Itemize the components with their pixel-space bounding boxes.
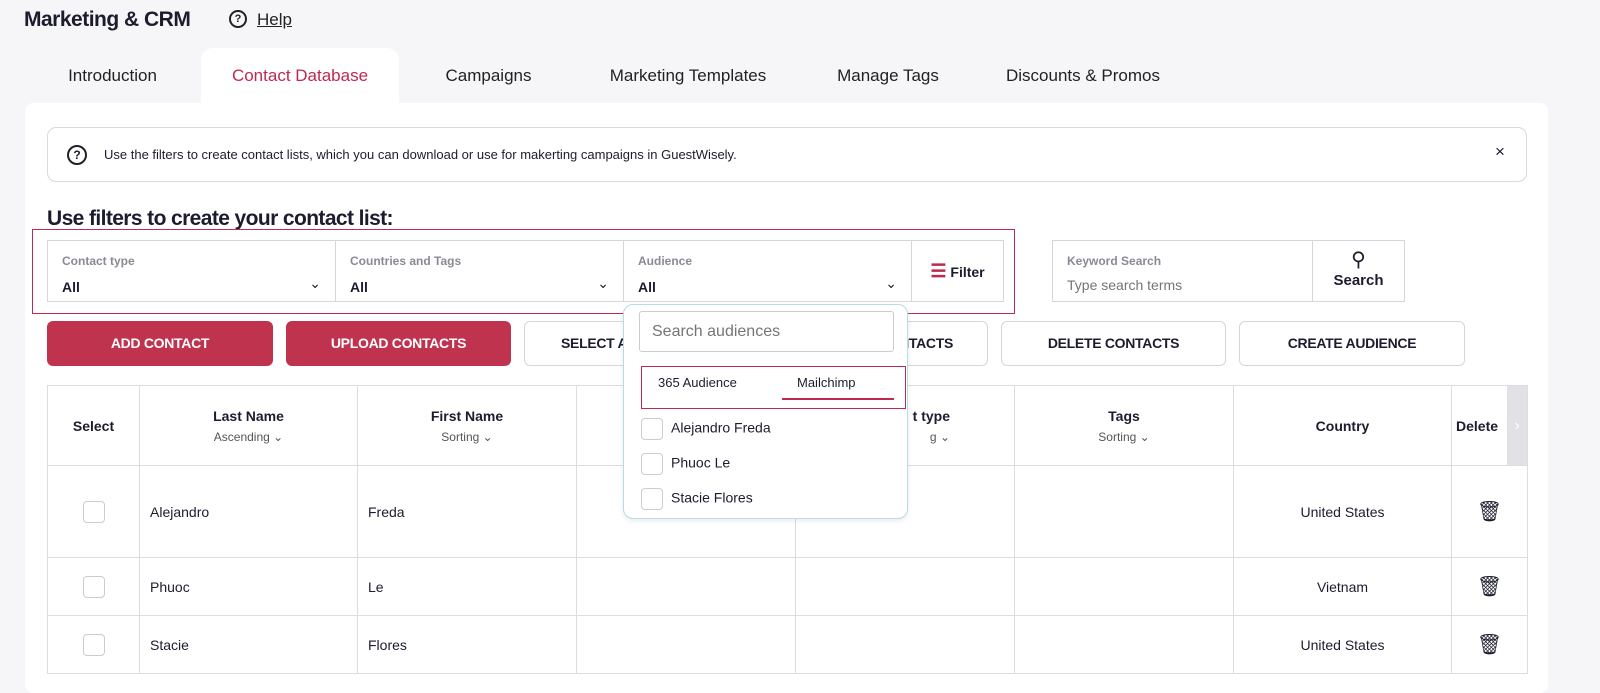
country-cell: Vietnam <box>1233 557 1452 616</box>
audience-option[interactable]: Phuoc Le <box>641 453 730 475</box>
row-checkbox[interactable] <box>82 500 105 523</box>
col-label: First Name <box>430 407 504 424</box>
chevron-down-icon: ⌄ <box>309 275 321 291</box>
close-icon[interactable]: × <box>1495 142 1505 161</box>
contact-type-select[interactable]: Contact type All ⌄ <box>47 240 336 302</box>
audience-dropdown: 365 Audience Mailchimp Alejandro Freda P… <box>623 304 908 519</box>
col-tags[interactable]: Tags Sorting ⌄ <box>1014 385 1234 466</box>
sort-label: Sorting <box>441 429 480 444</box>
trash-icon[interactable]: 🗑 <box>1476 634 1503 656</box>
row-checkbox[interactable] <box>82 633 105 656</box>
audience-value: All <box>638 279 656 295</box>
option-checkbox[interactable] <box>641 488 663 510</box>
table-scroll-right[interactable]: › <box>1507 386 1527 465</box>
add-contact-button[interactable]: ADD CONTACT <box>47 321 273 366</box>
last-name-cell: Stacie <box>139 615 358 674</box>
sort-dropdown[interactable]: Ascending ⌄ <box>213 429 284 444</box>
trash-icon[interactable]: 🗑 <box>1476 576 1503 598</box>
last-name-cell: Phuoc <box>139 557 358 616</box>
search-label: Search <box>1333 272 1384 289</box>
countries-tags-label: Countries and Tags <box>350 254 462 268</box>
col-label: t type <box>912 407 950 424</box>
keyword-input[interactable] <box>1067 277 1297 293</box>
tab-manage-tags[interactable]: Manage Tags <box>837 66 939 85</box>
help-link[interactable]: Help <box>257 10 292 29</box>
option-label: Stacie Flores <box>671 489 753 506</box>
filter-button[interactable]: ☰ Filter <box>911 240 1004 302</box>
contact-type-label: Contact type <box>62 254 135 268</box>
tab-discounts-promos[interactable]: Discounts & Promos <box>1006 66 1160 85</box>
filter-label: Filter <box>950 264 985 280</box>
col-label: Tags <box>1108 407 1140 424</box>
option-checkbox[interactable] <box>641 453 663 475</box>
keyword-label: Keyword Search <box>1067 254 1162 268</box>
info-text: Use the filters to create contact lists,… <box>104 147 737 162</box>
table-row: Stacie Flores United States 🗑 <box>47 615 1528 674</box>
filters-highlight <box>32 229 1015 314</box>
sort-dropdown[interactable]: Sorting ⌄ <box>441 429 493 444</box>
audience-option[interactable]: Alejandro Freda <box>641 418 771 440</box>
upload-contacts-button[interactable]: UPLOAD CONTACTS <box>286 321 511 366</box>
active-tab-indicator <box>782 398 894 400</box>
help-icon[interactable]: ? <box>229 10 247 28</box>
row-checkbox[interactable] <box>82 575 105 598</box>
question-icon: ? <box>67 145 87 165</box>
sort-label: g <box>929 429 937 444</box>
col-first-name[interactable]: First Name Sorting ⌄ <box>357 385 577 466</box>
tab-campaigns[interactable]: Campaigns <box>445 66 532 85</box>
sliders-icon: ☰ <box>930 261 947 281</box>
countries-tags-value: All <box>350 279 368 295</box>
info-banner <box>47 127 1527 182</box>
sort-dropdown[interactable]: g ⌄ <box>929 429 950 444</box>
audience-label: Audience <box>638 254 693 268</box>
delete-contacts-button[interactable]: DELETE CONTACTS <box>1001 321 1226 366</box>
keyword-search-field[interactable]: Keyword Search <box>1052 240 1313 302</box>
chevron-down-icon: ⌄ <box>885 275 897 291</box>
filters-heading: Use filters to create your contact list: <box>47 207 394 230</box>
option-checkbox[interactable] <box>641 418 663 440</box>
contacts-table: Select Last Name Ascending ⌄ First Name So… <box>47 385 1528 674</box>
first-name-cell: Le <box>357 557 577 616</box>
trash-icon[interactable]: 🗑 <box>1476 501 1503 523</box>
country-cell: United States <box>1233 615 1452 674</box>
tab-introduction[interactable]: Introduction <box>68 66 157 85</box>
tab-mailchimp[interactable]: Mailchimp <box>797 375 856 390</box>
page-title: Marketing & CRM <box>24 8 191 31</box>
tab-contact-database[interactable]: Contact Database <box>201 48 399 103</box>
option-label: Phuoc Le <box>671 454 731 471</box>
sort-label: Sorting <box>1098 429 1137 444</box>
col-country: Country <box>1233 385 1452 466</box>
tab-365-audience[interactable]: 365 Audience <box>658 375 737 390</box>
last-name-cell: Alejandro <box>139 465 358 558</box>
chevron-down-icon: ⌄ <box>597 275 609 291</box>
col-select: Select <box>47 385 140 466</box>
audience-option[interactable]: Stacie Flores <box>641 488 753 510</box>
col-label: Last Name <box>213 407 284 424</box>
first-name-cell: Flores <box>357 615 577 674</box>
tab-marketing-templates[interactable]: Marketing Templates <box>609 66 767 85</box>
search-audiences-input[interactable] <box>639 311 894 352</box>
countries-tags-select[interactable]: Countries and Tags All ⌄ <box>335 240 624 302</box>
country-cell: United States <box>1233 465 1452 558</box>
search-button[interactable]: ⚲ Search <box>1312 240 1405 302</box>
audience-select[interactable]: Audience All ⌄ <box>623 240 912 302</box>
audience-source-tabs: 365 Audience Mailchimp <box>641 366 906 409</box>
search-icon: ⚲ <box>1351 249 1366 271</box>
option-label: Alejandro Freda <box>671 419 771 436</box>
first-name-cell: Freda <box>357 465 577 558</box>
contact-type-value: All <box>62 279 80 295</box>
sort-dropdown[interactable]: Sorting ⌄ <box>1098 429 1150 444</box>
create-audience-button[interactable]: CREATE AUDIENCE <box>1239 321 1465 366</box>
col-last-name[interactable]: Last Name Ascending ⌄ <box>139 385 358 466</box>
table-row: Phuoc Le Vietnam 🗑 <box>47 557 1528 616</box>
sort-label: Ascending <box>213 429 270 444</box>
